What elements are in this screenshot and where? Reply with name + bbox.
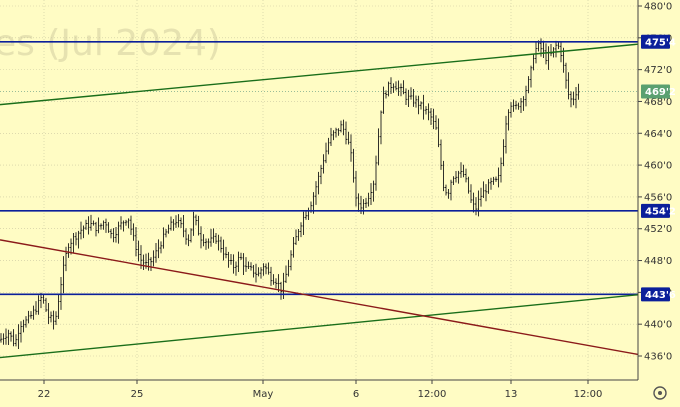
level-tag-label: 475'4: [645, 37, 676, 48]
y-tick-label: 452'0: [644, 224, 672, 235]
y-tick-label: 480'0: [644, 2, 672, 13]
trend-line-lower-green: [0, 294, 639, 359]
trend-lines: [0, 40, 639, 359]
price-tags: 475'4 454'2 443'6 469'2: [641, 34, 676, 302]
x-tick-label: 22: [38, 389, 51, 400]
settings-gear-icon[interactable]: [653, 386, 667, 400]
level-tag-label: 443'6: [645, 290, 676, 301]
x-axis-ticks: 22 25 May 6 12:00 13 12:00: [38, 380, 603, 400]
x-tick-label: 6: [353, 389, 359, 400]
grid: [0, 0, 638, 380]
y-tick-label: 436'0: [644, 352, 672, 363]
x-tick-label: 12:00: [418, 389, 447, 400]
candlesticks: [0, 38, 580, 349]
x-tick-label: 12:00: [574, 389, 603, 400]
level-tag-box: [641, 203, 670, 218]
y-tick-label: 448'0: [644, 256, 672, 267]
level-tag-box: [641, 34, 670, 49]
trend-line-upper-green: [0, 43, 639, 106]
current-price-tag-label: 469'2: [645, 87, 676, 98]
x-tick-label: May: [253, 389, 274, 400]
y-axis-ticks: 480'0476'0472'0468'0464'0460'0456'0452'0…: [638, 2, 672, 363]
watermark-title: es (Jul 2024): [0, 23, 221, 64]
level-tag-label: 454'2: [645, 206, 676, 217]
y-tick-label: 460'0: [644, 161, 672, 172]
current-price-tag-box: [641, 84, 670, 99]
y-tick-label: 440'0: [644, 320, 672, 331]
level-tag-box: [641, 287, 670, 302]
y-tick-label: 472'0: [644, 65, 672, 76]
y-tick-label: 456'0: [644, 192, 672, 203]
x-tick-label: 13: [505, 389, 518, 400]
trend-line-red-down: [0, 239, 639, 356]
x-tick-label: 25: [131, 389, 144, 400]
y-tick-label: 468'0: [644, 97, 672, 108]
y-tick-label: 464'0: [644, 129, 672, 140]
